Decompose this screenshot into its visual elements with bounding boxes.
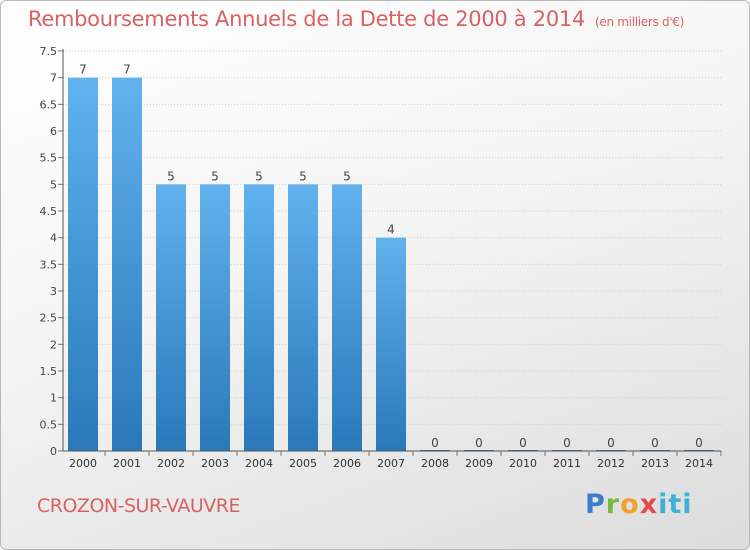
x-tick-label: 2000 [69,457,97,470]
y-tick-label: 0.5 [40,418,58,431]
y-tick-label: 2 [50,338,57,351]
bar [200,184,230,452]
x-tick-label: 2002 [157,457,185,470]
bar [112,77,142,452]
x-tick-label: 2010 [509,457,537,470]
data-label: 4 [387,223,395,237]
bar [376,237,406,451]
bar [288,184,318,452]
y-tick-label: 7 [50,72,57,85]
y-tick-label: 1 [50,392,57,405]
y-tick-label: 4.5 [40,205,58,218]
y-tick-label: 6.5 [40,98,58,111]
bar [156,184,186,452]
data-label: 0 [695,436,703,450]
x-tick-label: 2011 [553,457,581,470]
data-label: 5 [167,169,175,183]
data-label: 5 [211,169,219,183]
commune-name: CROZON-SUR-VAUVRE [37,495,241,517]
x-tick-label: 2014 [685,457,713,470]
title-text: Remboursements Annuels de la Dette de 20… [28,7,585,31]
y-tick-label: 3 [50,285,57,298]
bar [244,184,274,452]
y-tick-label: 4 [50,232,57,245]
y-tick-label: 2.5 [40,312,58,325]
bar [332,184,362,452]
y-tick-label: 6 [50,125,57,138]
data-label: 7 [123,63,131,77]
x-tick-label: 2005 [289,457,317,470]
x-tick-label: 2008 [421,457,449,470]
data-label: 0 [651,436,659,450]
y-tick-label: 1.5 [40,365,58,378]
data-label: 0 [475,436,483,450]
y-tick-label: 0 [50,445,57,458]
x-tick-label: 2013 [641,457,669,470]
data-label: 7 [79,63,87,77]
x-tick-label: 2001 [113,457,141,470]
x-tick-label: 2004 [245,457,273,470]
x-tick-label: 2006 [333,457,361,470]
proxiti-logo[interactable]: Proxiti [585,489,693,520]
x-tick-label: 2009 [465,457,493,470]
x-tick-label: 2007 [377,457,405,470]
bar [68,77,98,452]
data-label: 5 [343,169,351,183]
y-tick-label: 3.5 [40,258,58,271]
y-tick-label: 5.5 [40,152,58,165]
x-tick-label: 2003 [201,457,229,470]
data-label: 0 [519,436,527,450]
data-label: 0 [431,436,439,450]
y-tick-label: 7.5 [40,45,58,58]
x-tick-label: 2012 [597,457,625,470]
y-tick-label: 5 [50,178,57,191]
data-label: 0 [607,436,615,450]
bars: 7 7 5 5 5 5 5 4 0 0 0 0 0 0 0 [68,63,714,452]
title-unit: (en milliers d'€) [595,15,685,29]
data-label: 0 [563,436,571,450]
chart-title: Remboursements Annuels de la Dette de 20… [28,7,684,31]
data-label: 5 [299,169,307,183]
data-label: 5 [255,169,263,183]
axes: 0 0.5 1 1.5 2 2.5 3 3.5 4 4.5 5 5.5 6 6.5 7 7.5 2000 2001… [40,45,722,470]
